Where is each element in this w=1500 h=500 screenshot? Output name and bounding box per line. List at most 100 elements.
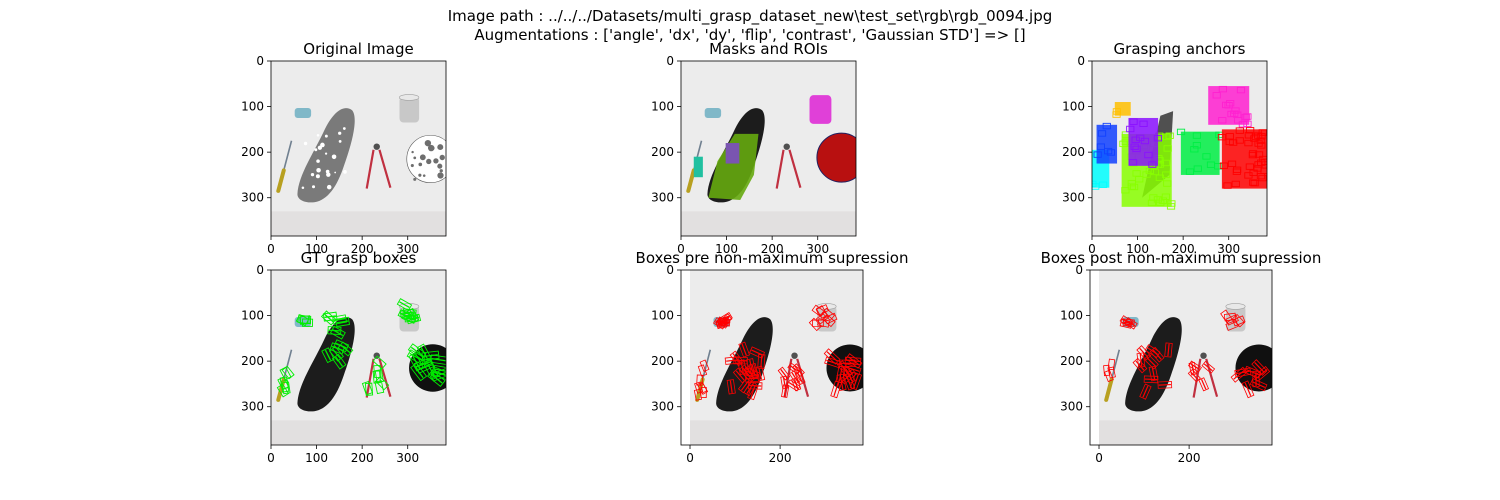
grasp-box [1234, 367, 1252, 378]
grasp-box [815, 304, 830, 316]
pliers-handles [365, 358, 392, 398]
image-area [271, 270, 446, 445]
anchor-box [1158, 197, 1167, 204]
bowl-speckle [437, 163, 443, 169]
grasp-box [1249, 377, 1268, 392]
anchor-box [1241, 113, 1250, 121]
anchor-box [1126, 125, 1135, 133]
y-tick-label: 100 [651, 309, 674, 323]
grasp-box [1243, 365, 1262, 379]
anchor-box [1132, 170, 1141, 177]
anchor-box [1226, 100, 1235, 107]
bowl-speckle [427, 144, 435, 152]
grasp-box [1220, 309, 1233, 324]
grasp-box [397, 309, 414, 322]
grasp-box [295, 314, 310, 327]
grasp-box [337, 341, 354, 357]
grasp-box [726, 379, 736, 395]
grasp-box [697, 382, 709, 395]
subplot-title: Masks and ROIs [709, 40, 828, 58]
y-tick-label: 200 [1062, 145, 1085, 159]
y-tick-label: 100 [1060, 309, 1083, 323]
grasp-box [281, 381, 291, 395]
anchor-box [1140, 137, 1150, 145]
grasp-line [1233, 369, 1245, 380]
y-tick-label: 100 [1062, 100, 1085, 114]
shoe-speckle [324, 152, 328, 155]
y-tick-label: 0 [256, 263, 264, 277]
x-tick-label: 300 [396, 451, 419, 465]
anchor-box [1106, 149, 1116, 156]
grasp-line [1144, 378, 1158, 381]
grasp-line [1235, 370, 1250, 375]
cup-rim [398, 94, 420, 101]
x-tick-label: 0 [677, 242, 685, 256]
anchor-box [1121, 187, 1130, 194]
grasp-line [833, 382, 839, 397]
grasp-box [823, 348, 841, 365]
grasp-line [826, 359, 840, 366]
x-tick-label: 200 [761, 242, 784, 256]
grasp-line [1167, 343, 1170, 357]
grasp-box [1143, 354, 1159, 370]
anchor-box [1229, 139, 1238, 146]
bowl-speckle [413, 156, 417, 160]
screwdriver-handle [686, 168, 696, 193]
image-shadow-band [681, 211, 856, 236]
axes-frame [1091, 60, 1268, 237]
y-tick-label: 200 [651, 354, 674, 368]
anchor-box [1256, 137, 1265, 144]
y-tick-label: 0 [1075, 263, 1083, 277]
pliers-handles [775, 149, 802, 189]
shoe-speckle [342, 127, 346, 130]
grasp-box [1136, 345, 1152, 361]
grasp-line [1152, 349, 1162, 360]
grasp-line [740, 380, 750, 391]
grasp-line [1190, 371, 1199, 380]
anchor-box [1104, 147, 1113, 155]
grasp-box [427, 369, 446, 387]
anchor-box [1244, 132, 1253, 139]
grasp-line [780, 368, 788, 379]
grasp-box [1144, 344, 1161, 359]
anchor-box [1150, 168, 1159, 176]
grasp-box [1139, 383, 1152, 400]
image-shadow-band [1099, 420, 1272, 445]
x-tick-label: 100 [715, 242, 738, 256]
grasp-box [322, 311, 338, 322]
anchor-box [1096, 143, 1105, 150]
bowl-object [1235, 344, 1272, 392]
anchor-box [1202, 153, 1211, 160]
grasp-box [815, 311, 830, 325]
image-area [1092, 61, 1267, 236]
image-shadow-band [271, 211, 446, 236]
bowl-speckle [419, 154, 426, 161]
grasp-box [1136, 352, 1146, 368]
screwdriver-shaft [282, 140, 293, 171]
anchor-box [1092, 183, 1100, 190]
y-tick-label: 200 [651, 145, 674, 159]
bowl-speckle [439, 154, 445, 161]
grasp-box [1157, 380, 1173, 389]
grasp-box [1107, 358, 1116, 371]
grasp-line [1254, 362, 1265, 373]
shoe-mask [708, 133, 759, 200]
grasp-line [735, 370, 745, 381]
grasp-line [751, 349, 763, 356]
image-area [681, 270, 863, 445]
anchor-box [1250, 179, 1259, 187]
bowl-object [406, 134, 446, 184]
grasp-line [1244, 382, 1252, 396]
grasp-box [1241, 380, 1255, 399]
bowl-speckle [422, 174, 426, 177]
grasp-box [781, 384, 790, 398]
shoe-speckle [316, 133, 320, 137]
bowl-speckle [413, 177, 417, 181]
grasp-box [836, 373, 847, 392]
grasp-box [361, 380, 373, 396]
bowl-speckle [439, 169, 443, 173]
grasp-line [1121, 318, 1131, 325]
subplot-original: Original Image 0 100 200 300 0 100 200 300 [241, 40, 447, 256]
grasp-box [1103, 364, 1111, 377]
anchor-box [1185, 168, 1195, 175]
